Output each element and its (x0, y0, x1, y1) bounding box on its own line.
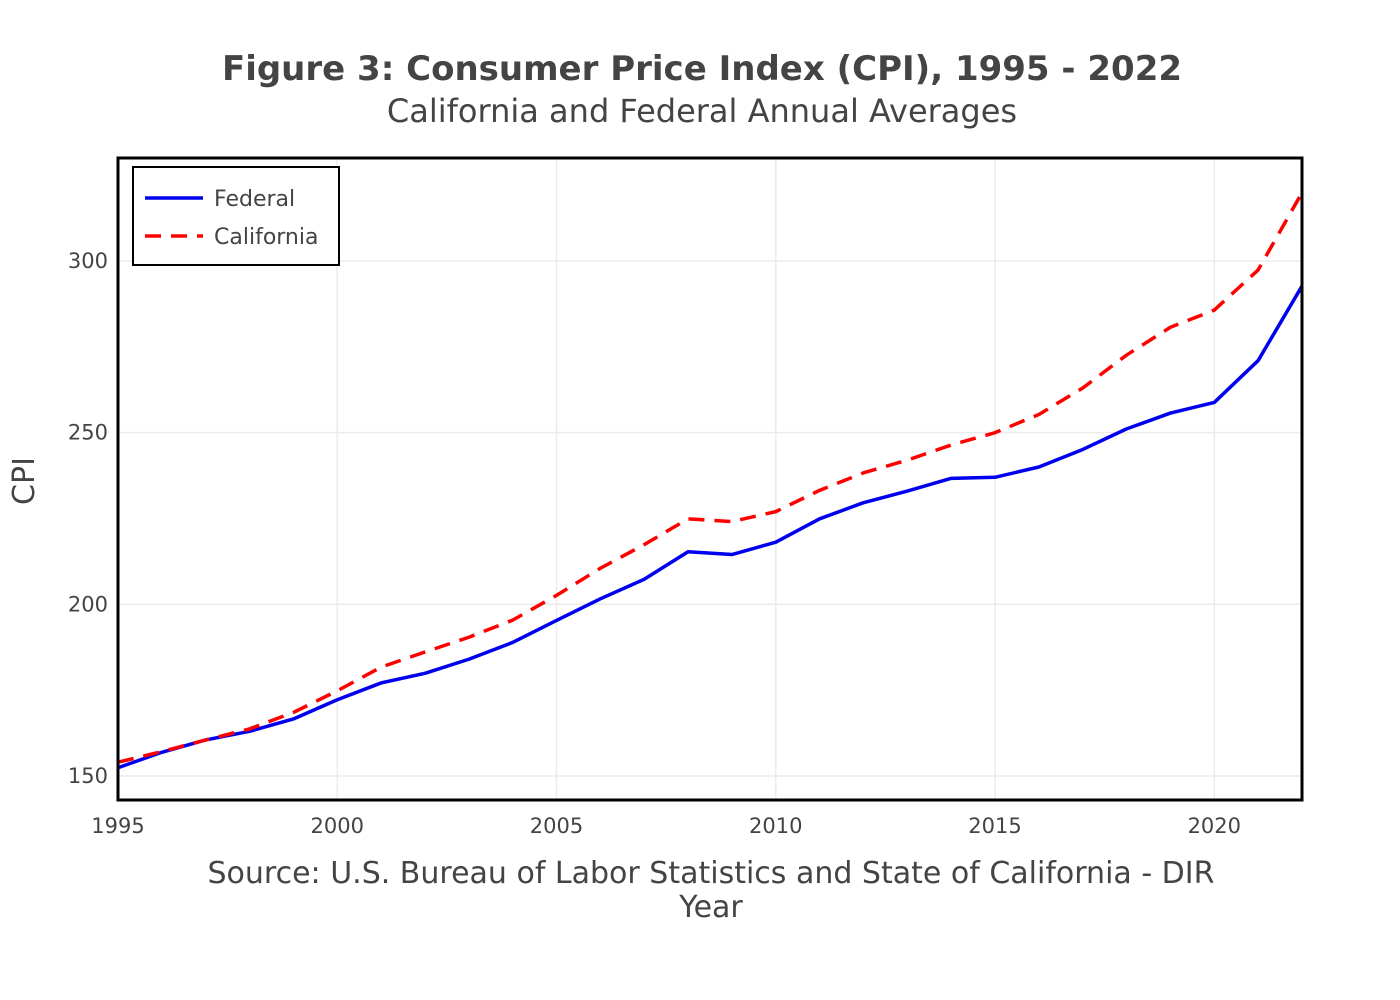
grid-lines (117, 158, 1302, 800)
y-tick-label: 300 (68, 249, 108, 273)
y-tick-label: 250 (68, 421, 108, 445)
y-tick-label: 150 (68, 764, 108, 788)
series-line-california (117, 191, 1304, 764)
plot-border (116, 156, 1304, 802)
legend: Federal California (132, 166, 340, 266)
x-tick-label: 2015 (968, 814, 1021, 838)
x-axis-title: Year (678, 890, 743, 925)
series-lines (117, 191, 1304, 770)
legend-label-california: California (214, 225, 318, 250)
x-tick-label: 2005 (530, 814, 583, 838)
y-axis-title: CPI (7, 457, 42, 505)
legend-box (132, 166, 340, 266)
x-tick-label: 2000 (311, 814, 364, 838)
chart-subtitle: California and Federal Annual Averages (387, 92, 1017, 130)
series-line-federal (117, 285, 1304, 770)
x-axis-ticks: 1995 2000 2005 2010 2015 2020 (91, 814, 1241, 838)
x-tick-label: 2010 (749, 814, 802, 838)
x-tick-label: 1995 (91, 814, 144, 838)
y-tick-label: 200 (68, 592, 108, 616)
legend-label-federal: Federal (214, 187, 295, 212)
source-note: Source: U.S. Bureau of Labor Statistics … (208, 856, 1215, 891)
x-tick-label: 2020 (1188, 814, 1241, 838)
chart-title: Figure 3: Consumer Price Index (CPI), 19… (222, 49, 1182, 89)
y-axis-ticks: 150 200 250 300 (68, 249, 108, 788)
